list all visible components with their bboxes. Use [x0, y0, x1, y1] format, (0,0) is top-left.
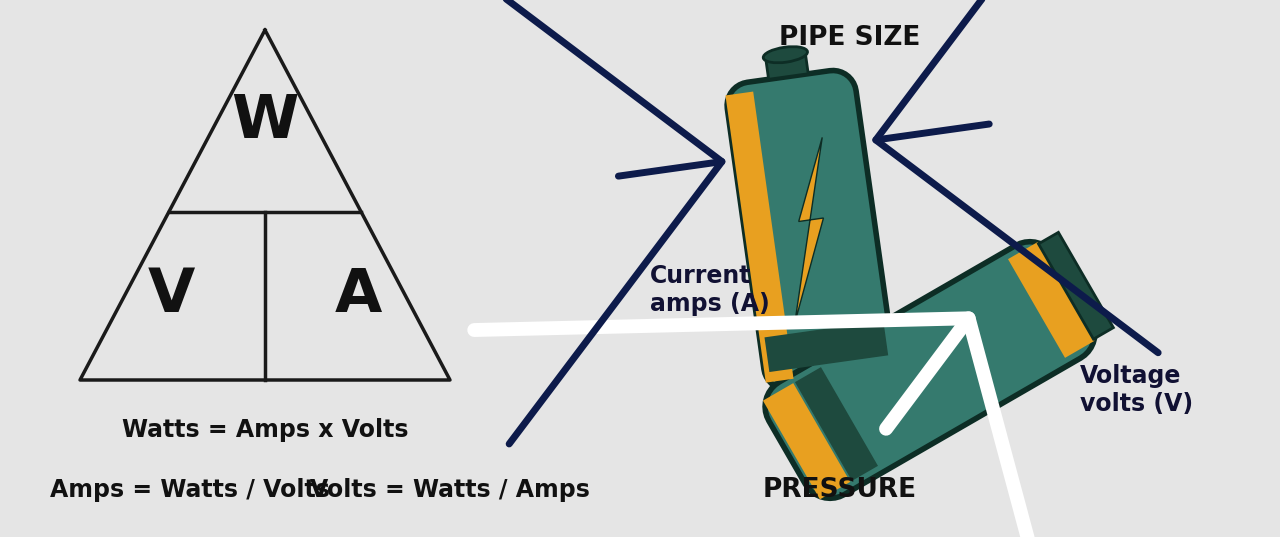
Ellipse shape	[763, 47, 808, 63]
Polygon shape	[795, 137, 823, 323]
Polygon shape	[765, 242, 1094, 498]
Polygon shape	[1009, 242, 1094, 358]
Polygon shape	[1038, 233, 1114, 339]
Text: V: V	[147, 266, 195, 325]
Text: Amps = Watts / Volts: Amps = Watts / Volts	[50, 478, 330, 502]
Text: PRESSURE: PRESSURE	[763, 477, 916, 503]
Polygon shape	[795, 367, 878, 481]
Polygon shape	[764, 321, 888, 372]
Text: A: A	[335, 266, 383, 325]
Text: PIPE SIZE: PIPE SIZE	[780, 25, 920, 51]
Text: Watts = Amps x Volts: Watts = Amps x Volts	[122, 418, 408, 442]
Polygon shape	[763, 383, 850, 499]
Polygon shape	[727, 70, 893, 389]
Text: Volts = Watts / Amps: Volts = Watts / Amps	[310, 478, 590, 502]
Text: Current
amps (A): Current amps (A)	[650, 264, 769, 316]
Text: W: W	[232, 91, 298, 150]
Text: Voltage
volts (V): Voltage volts (V)	[1080, 364, 1193, 416]
Polygon shape	[726, 92, 794, 383]
Polygon shape	[765, 52, 808, 79]
